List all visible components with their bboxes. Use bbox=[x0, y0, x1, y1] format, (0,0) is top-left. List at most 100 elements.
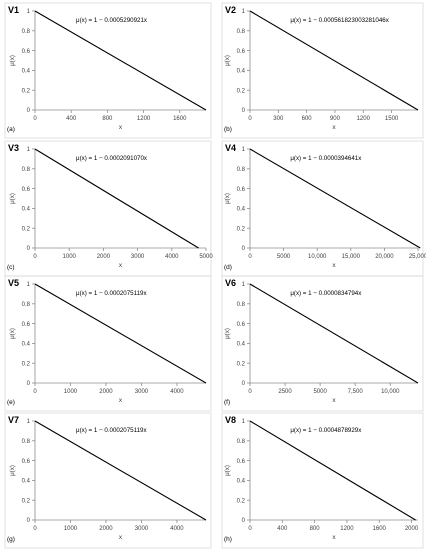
y-tick-label: 0.4 bbox=[22, 69, 31, 75]
y-tick-label: 1 bbox=[242, 9, 246, 15]
x-tick-label: 4000 bbox=[170, 389, 184, 395]
y-tick-label: 0.4 bbox=[237, 479, 246, 485]
x-tick-label: 25,000 bbox=[409, 254, 426, 260]
x-tick-label: 4000 bbox=[165, 254, 179, 260]
x-tick-label: 0 bbox=[248, 389, 252, 395]
membership-line bbox=[34, 148, 199, 249]
x-tick-label: 0 bbox=[248, 116, 252, 122]
x-tick-label: 2500 bbox=[278, 389, 292, 395]
x-axis-label: x bbox=[332, 397, 336, 404]
y-tick-label: 0.4 bbox=[22, 207, 31, 213]
y-tick-label: 0.4 bbox=[237, 207, 246, 213]
x-tick-label: 10,000 bbox=[381, 389, 400, 395]
panel-label: V7 bbox=[8, 415, 19, 425]
x-axis-label: x bbox=[119, 397, 123, 404]
y-tick-label: 0 bbox=[242, 246, 246, 252]
x-tick-label: 1000 bbox=[64, 389, 78, 395]
y-tick-label: 0.8 bbox=[22, 29, 31, 35]
x-tick-label: 2000 bbox=[99, 526, 113, 532]
x-tick-label: 600 bbox=[302, 116, 313, 122]
y-axis-label: μ(x) bbox=[9, 465, 16, 476]
x-tick-label: 1600 bbox=[173, 116, 187, 122]
panel-v5: 0 0.2 0.4 0.6 0.8 1 0 1000 2000 3000 4000 V5 μ(x) = … bbox=[4, 275, 212, 412]
x-tick-label: 400 bbox=[66, 116, 77, 122]
equation-label: μ(x) = 1 − 0.0002075119x bbox=[76, 290, 147, 297]
y-tick-label: 0.2 bbox=[237, 361, 246, 367]
panel-label: V8 bbox=[225, 415, 236, 425]
y-axis-label: μ(x) bbox=[224, 193, 231, 204]
y-tick-label: 0.2 bbox=[237, 498, 246, 504]
sub-label: (g) bbox=[7, 536, 15, 543]
y-axis-label: μ(x) bbox=[9, 328, 16, 339]
y-tick-label: 0.4 bbox=[237, 69, 246, 75]
x-axis-label: x bbox=[332, 534, 336, 541]
membership-line bbox=[249, 420, 416, 521]
x-tick-label: 2000 bbox=[97, 254, 111, 260]
membership-line bbox=[34, 420, 207, 521]
x-tick-label: 1000 bbox=[64, 526, 78, 532]
membership-line bbox=[249, 148, 421, 249]
equation-label: μ(x) = 1 − 0.0004878929x bbox=[290, 427, 362, 434]
x-axis-label: x bbox=[332, 262, 336, 269]
x-axis-label: x bbox=[119, 124, 123, 131]
y-tick-label: 0.8 bbox=[22, 302, 31, 308]
y-tick-label: 1 bbox=[27, 282, 31, 288]
panel-frame bbox=[221, 275, 424, 412]
x-tick-label: 0 bbox=[33, 254, 37, 260]
panel-label: V1 bbox=[8, 5, 19, 15]
y-tick-label: 0.6 bbox=[22, 187, 31, 193]
x-tick-label: 5000 bbox=[199, 254, 213, 260]
y-tick-label: 1 bbox=[242, 147, 246, 153]
panel-v8: 0 0.2 0.4 0.6 0.8 1 0 400 800 1200 1600 2000 V8 μ(x) … bbox=[221, 412, 424, 549]
x-tick-label: 3000 bbox=[135, 389, 149, 395]
y-tick-label: 0.6 bbox=[237, 187, 246, 193]
panel-v1: 0 0.2 0.4 0.6 0.8 1 0 400 800 1200 1600 V1 μ(x) = 1 … bbox=[4, 2, 212, 139]
y-tick-label: 1 bbox=[242, 282, 246, 288]
y-tick-label: 0 bbox=[27, 518, 31, 524]
y-tick-label: 0 bbox=[242, 381, 246, 387]
panel-frame bbox=[221, 412, 424, 549]
sub-label: (a) bbox=[7, 126, 15, 133]
y-tick-label: 0.8 bbox=[237, 439, 246, 445]
y-axis-label: μ(x) bbox=[224, 465, 231, 476]
y-tick-label: 0.6 bbox=[237, 49, 246, 55]
x-tick-label: 400 bbox=[277, 526, 288, 532]
y-tick-label: 0.6 bbox=[22, 322, 31, 328]
sub-label: (h) bbox=[224, 536, 232, 543]
panel-frame bbox=[4, 412, 212, 549]
x-tick-label: 0 bbox=[248, 526, 252, 532]
membership-line bbox=[249, 283, 419, 384]
y-tick-label: 0.6 bbox=[22, 459, 31, 465]
y-tick-label: 0.6 bbox=[237, 322, 246, 328]
panel-v2: 0 0.2 0.4 0.6 0.8 1 0 300 600 900 1200 1500 V2 μ(x) =… bbox=[221, 2, 424, 139]
equation-label: μ(x) = 1 − 0.0002091070x bbox=[76, 155, 148, 162]
x-tick-label: 0 bbox=[33, 389, 37, 395]
x-tick-label: 800 bbox=[310, 526, 321, 532]
x-tick-label: 0 bbox=[33, 116, 37, 122]
panel-label: V5 bbox=[8, 278, 19, 288]
sub-label: (f) bbox=[224, 399, 230, 406]
x-tick-label: 1600 bbox=[373, 526, 387, 532]
x-tick-label: 0 bbox=[33, 526, 37, 532]
x-tick-label: 900 bbox=[330, 116, 341, 122]
x-tick-label: 15,000 bbox=[342, 254, 361, 260]
x-tick-label: 1500 bbox=[385, 116, 399, 122]
y-tick-label: 0.6 bbox=[237, 459, 246, 465]
x-tick-label: 1200 bbox=[357, 116, 371, 122]
equation-label: μ(x) = 1 − 0.000561823003281046x bbox=[290, 17, 389, 24]
y-tick-label: 1 bbox=[27, 9, 31, 15]
x-tick-label: 3000 bbox=[135, 526, 149, 532]
y-tick-label: 0 bbox=[242, 518, 246, 524]
y-tick-label: 0.2 bbox=[22, 498, 31, 504]
y-axis-label: μ(x) bbox=[9, 55, 16, 66]
x-tick-label: 7,500 bbox=[348, 389, 364, 395]
y-tick-label: 0.2 bbox=[237, 226, 246, 232]
x-tick-label: 1200 bbox=[137, 116, 151, 122]
panel-frame bbox=[4, 275, 212, 412]
x-tick-label: 0 bbox=[248, 254, 252, 260]
y-tick-label: 1 bbox=[242, 419, 246, 425]
y-axis-label: μ(x) bbox=[9, 193, 16, 204]
x-tick-label: 3000 bbox=[131, 254, 145, 260]
panel-label: V2 bbox=[225, 5, 236, 15]
